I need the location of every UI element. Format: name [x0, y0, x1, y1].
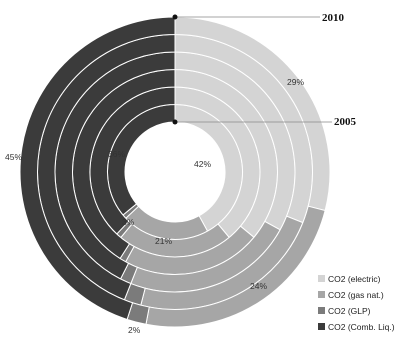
leader-dot-2005	[172, 119, 178, 125]
legend-label-electric: CO2 (electric)	[328, 274, 381, 284]
data-label-36: 36%	[108, 149, 125, 159]
year-label-2005: 2005	[334, 116, 357, 128]
legend: CO2 (electric) CO2 (gas nat.) CO2 (GLP) …	[318, 274, 395, 332]
legend-swatch-comb	[318, 323, 325, 330]
data-label-42: 42%	[194, 159, 211, 169]
legend-label-glp: CO2 (GLP)	[328, 306, 371, 316]
legend-swatch-gas	[318, 291, 325, 298]
rings-group	[19, 16, 331, 328]
data-label-24: 24%	[250, 281, 267, 291]
legend-label-comb: CO2 (Comb. Liq.)	[328, 322, 395, 332]
year-label-2010: 2010	[322, 12, 345, 24]
data-label-29: 29%	[287, 77, 304, 87]
legend-swatch-electric	[318, 275, 325, 282]
leader-dot-2010	[172, 14, 178, 20]
data-label-3: 3%	[122, 217, 135, 227]
legend-swatch-glp	[318, 307, 325, 314]
data-label-2: 2%	[128, 325, 141, 335]
legend-label-gas: CO2 (gas nat.)	[328, 290, 384, 300]
data-label-45: 45%	[5, 152, 22, 162]
data-label-21: 21%	[155, 236, 172, 246]
